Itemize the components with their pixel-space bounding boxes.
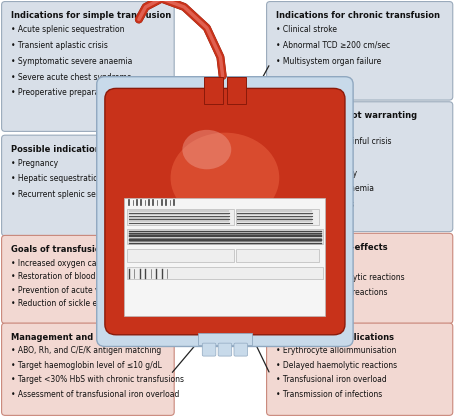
FancyBboxPatch shape xyxy=(204,77,223,104)
Text: • Transient aplastic crisis: • Transient aplastic crisis xyxy=(10,41,108,50)
Text: transfusion: transfusion xyxy=(276,123,330,132)
Text: • Symptomatic severe anaemia: • Symptomatic severe anaemia xyxy=(10,57,132,66)
FancyBboxPatch shape xyxy=(218,343,232,356)
Text: • Uncomplicated painful crisis: • Uncomplicated painful crisis xyxy=(276,137,391,146)
Text: • Acute splenic sequestration: • Acute splenic sequestration xyxy=(10,25,124,34)
Ellipse shape xyxy=(182,130,231,169)
FancyBboxPatch shape xyxy=(1,135,174,236)
FancyBboxPatch shape xyxy=(266,2,453,100)
FancyBboxPatch shape xyxy=(1,323,174,415)
FancyBboxPatch shape xyxy=(266,102,453,232)
Text: • Reduction of sickle erythropoiesis: • Reduction of sickle erythropoiesis xyxy=(10,299,147,308)
Text: • Priapism: • Priapism xyxy=(276,153,316,162)
FancyBboxPatch shape xyxy=(97,77,353,347)
FancyBboxPatch shape xyxy=(124,198,326,316)
Text: • Clinical stroke: • Clinical stroke xyxy=(276,25,337,34)
Text: • Erythrocyte alloimmunisation: • Erythrocyte alloimmunisation xyxy=(276,347,396,355)
Text: • Delayed haemolytic reactions: • Delayed haemolytic reactions xyxy=(276,361,397,370)
Text: • Increased oxygen carrying capacity: • Increased oxygen carrying capacity xyxy=(10,259,154,268)
Text: • Volume overload: • Volume overload xyxy=(276,257,347,266)
FancyBboxPatch shape xyxy=(127,266,323,279)
Text: Goals of transfusion: Goals of transfusion xyxy=(10,245,106,254)
Text: Indications for chronic transfusion: Indications for chronic transfusion xyxy=(276,11,440,20)
FancyBboxPatch shape xyxy=(202,343,216,356)
Text: Complications not warranting: Complications not warranting xyxy=(276,111,417,120)
FancyBboxPatch shape xyxy=(227,77,246,104)
Text: Short-term side-effects: Short-term side-effects xyxy=(276,243,387,252)
Text: • Restoration of blood volume: • Restoration of blood volume xyxy=(10,272,126,281)
Ellipse shape xyxy=(171,133,279,223)
FancyBboxPatch shape xyxy=(234,343,247,356)
Text: Management and monitoring: Management and monitoring xyxy=(10,333,148,342)
FancyBboxPatch shape xyxy=(127,209,234,225)
Text: • Target haemoglobin level of ≤10 g/dL: • Target haemoglobin level of ≤10 g/dL xyxy=(10,361,162,370)
FancyBboxPatch shape xyxy=(266,233,453,323)
FancyBboxPatch shape xyxy=(1,235,174,323)
FancyBboxPatch shape xyxy=(1,2,174,132)
Text: • Prevention of acute vaso-occlusion: • Prevention of acute vaso-occlusion xyxy=(10,285,151,295)
Text: • Acute non-haemolytic reactions: • Acute non-haemolytic reactions xyxy=(276,272,404,282)
Text: • Multisystem organ failure: • Multisystem organ failure xyxy=(276,57,381,66)
FancyBboxPatch shape xyxy=(236,209,319,225)
Text: • Abnormal TCD ≥200 cm/sec: • Abnormal TCD ≥200 cm/sec xyxy=(276,41,390,50)
Text: • Transfusional iron overload: • Transfusional iron overload xyxy=(276,375,386,384)
Text: • Transmission of infections: • Transmission of infections xyxy=(276,390,382,399)
FancyBboxPatch shape xyxy=(236,248,319,262)
FancyBboxPatch shape xyxy=(266,323,453,415)
Text: • Severe acute chest syndrome: • Severe acute chest syndrome xyxy=(10,72,131,82)
Text: • Assessment of transfusional iron overload: • Assessment of transfusional iron overl… xyxy=(10,390,179,399)
FancyBboxPatch shape xyxy=(127,229,323,243)
FancyBboxPatch shape xyxy=(198,333,252,345)
Text: • Target <30% HbS with chronic transfusions: • Target <30% HbS with chronic transfusi… xyxy=(10,375,183,384)
FancyBboxPatch shape xyxy=(105,88,345,335)
Text: • Asymptomatic anaemia: • Asymptomatic anaemia xyxy=(276,184,374,194)
Text: Possible indications for transfusion: Possible indications for transfusion xyxy=(10,145,179,154)
Text: • Pregnancy: • Pregnancy xyxy=(10,158,58,168)
Text: • Preoperative preparation: • Preoperative preparation xyxy=(10,88,114,97)
Text: • Recurrent splenic sequestration: • Recurrent splenic sequestration xyxy=(10,190,140,199)
FancyBboxPatch shape xyxy=(127,248,234,262)
Text: Long-term complications: Long-term complications xyxy=(276,333,393,342)
Text: • Hepatic sequestration: • Hepatic sequestration xyxy=(10,174,102,184)
Text: Indications for simple transfusion: Indications for simple transfusion xyxy=(10,11,171,20)
Text: • Acute haemolytic reactions: • Acute haemolytic reactions xyxy=(276,288,387,297)
Text: • Avascular necrosis: • Avascular necrosis xyxy=(276,200,354,210)
Text: • Acute kidney injury: • Acute kidney injury xyxy=(276,168,357,178)
Text: • ABO, Rh, and C/E/K antigen matching: • ABO, Rh, and C/E/K antigen matching xyxy=(10,347,161,355)
